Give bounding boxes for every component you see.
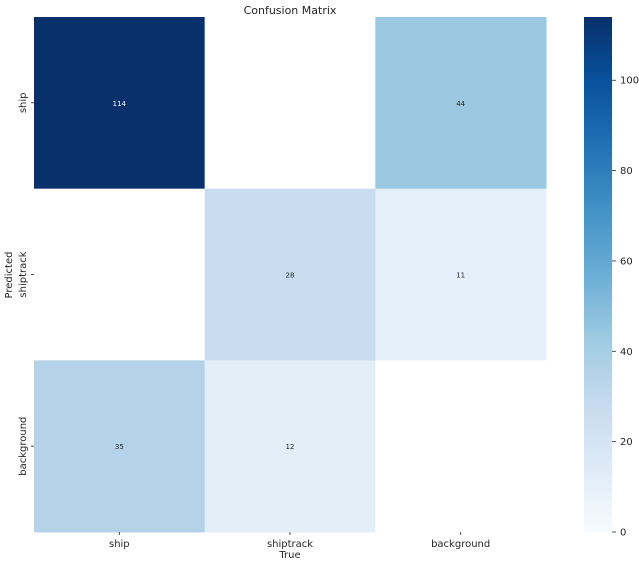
- heatmap-cell: [34, 360, 206, 533]
- heatmap-cell: [375, 17, 547, 190]
- cell-value-label: 35: [115, 443, 124, 451]
- y-axis-label: Predicted: [4, 252, 15, 299]
- colorbar-tick-label: 60: [620, 256, 633, 267]
- heatmap-cell: [375, 360, 547, 533]
- y-tick-label: shiptrack: [18, 251, 29, 297]
- heatmap-cell: [204, 188, 376, 361]
- colorbar-tick-label: 20: [620, 437, 633, 448]
- heatmap-cell-labels: 114 44 28 11 35 12: [113, 100, 466, 451]
- heatmap-cell: [375, 188, 547, 361]
- colorbar-tick-label: 100: [620, 76, 639, 87]
- y-tick-label: background: [18, 417, 29, 476]
- heatmap-cells: [34, 17, 547, 533]
- cell-value-label: 11: [456, 272, 465, 280]
- cell-value-label: 114: [113, 100, 127, 108]
- heatmap-cell: [204, 17, 376, 190]
- cell-value-label: 12: [286, 443, 295, 451]
- y-tick-label: ship: [18, 92, 29, 113]
- chart-title: Confusion Matrix: [244, 4, 337, 17]
- heatmap-cell: [34, 188, 206, 361]
- x-axis-label: True: [278, 550, 300, 561]
- x-axis-ticks: ship shiptrack background: [109, 532, 490, 550]
- heatmap-cell: [34, 17, 206, 190]
- x-tick-label: shiptrack: [267, 539, 313, 550]
- cell-value-label: 44: [456, 100, 465, 108]
- colorbar-tick-label: 80: [620, 166, 633, 177]
- x-tick-label: ship: [109, 539, 130, 550]
- colorbar-ticks: 0 20 40 60 80 100: [612, 76, 639, 539]
- heatmap-cell: [204, 360, 376, 533]
- cell-value-label: 28: [286, 272, 295, 280]
- colorbar-tick-label: 40: [620, 347, 633, 358]
- colorbar: [584, 17, 612, 532]
- x-tick-label: background: [431, 539, 490, 550]
- y-axis-ticks: ship shiptrack background: [18, 92, 34, 476]
- colorbar-tick-label: 0: [620, 528, 626, 539]
